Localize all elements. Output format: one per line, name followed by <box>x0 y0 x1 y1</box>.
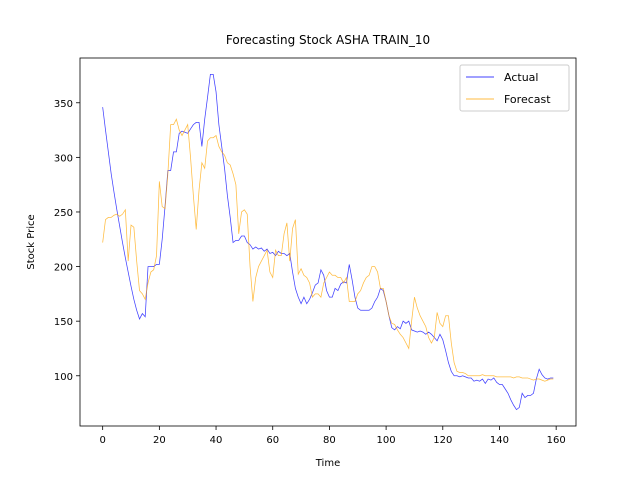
y-tick-label: 300 <box>54 153 73 164</box>
x-tick-label: 60 <box>266 435 279 446</box>
y-tick-label: 100 <box>54 372 73 383</box>
x-tick-label: 80 <box>323 435 336 446</box>
x-tick-label: 0 <box>99 435 105 446</box>
y-tick-label: 250 <box>54 208 73 219</box>
plot-frame <box>79 57 577 427</box>
y-axis-label: Stock Price <box>26 214 37 269</box>
series-line <box>102 74 554 411</box>
y-tick-label: 350 <box>54 99 73 110</box>
x-tick-label: 40 <box>210 435 223 446</box>
series-line <box>102 118 554 382</box>
x-tick-label: 120 <box>433 435 452 446</box>
x-tick-label: 100 <box>377 435 396 446</box>
y-tick-label: 150 <box>54 317 73 328</box>
legend-label: Forecast <box>504 93 551 106</box>
legend-box <box>459 64 570 112</box>
legend-label: Actual <box>504 71 538 84</box>
chart-title: Forecasting Stock ASHA TRAIN_10 <box>226 33 430 47</box>
x-tick-label: 140 <box>490 435 509 446</box>
x-axis-label: Time <box>315 458 340 469</box>
x-tick-label: 160 <box>547 435 566 446</box>
x-tick-label: 20 <box>153 435 166 446</box>
y-tick-label: 200 <box>54 263 73 274</box>
